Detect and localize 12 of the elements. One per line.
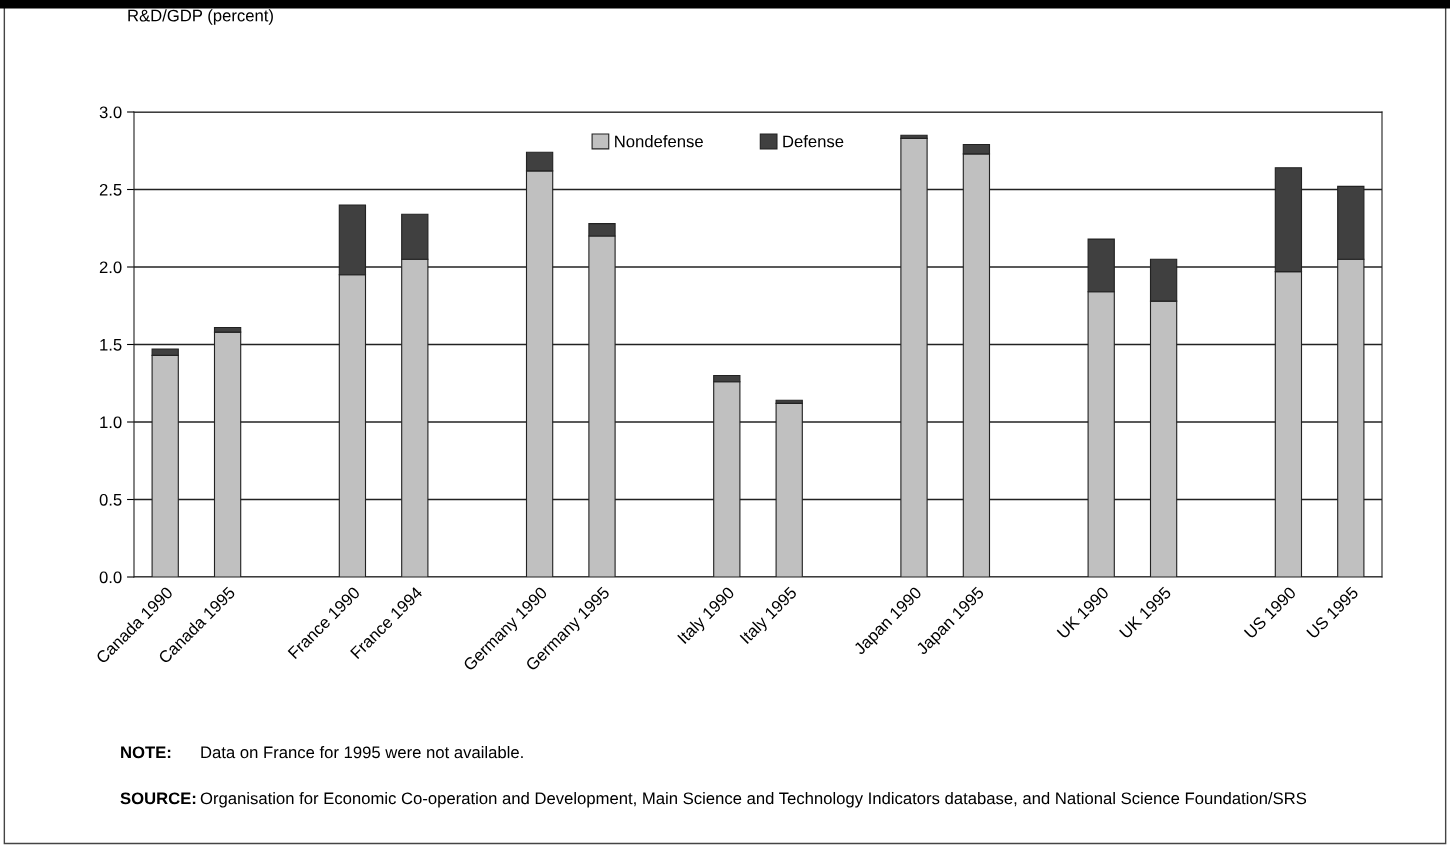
text: NOTE: Data on France for 1995 were not available. [121,746,523,759]
y-axis-title: R&D/GDP (percent) [128,9,273,25]
y-tick-label: 2.5 [99,183,122,196]
y-tick-label: 0.5 [99,493,122,506]
legend-label: Defense [783,135,844,148]
y-tick-label: 0.0 [99,571,122,584]
y-tick-label: 2.0 [99,261,122,274]
y-tick-label: 1.0 [100,416,122,429]
legend-label: Nondefense [615,135,703,148]
y-tick-label: 3.0 [99,106,122,119]
y-tick-label: 1.5 [100,339,122,351]
source-note: SOURCE: Organisation for Economic Co-operation and Development, Main Science and Technology Indicators database, and National Science Foundation/SRS [120,792,1307,808]
